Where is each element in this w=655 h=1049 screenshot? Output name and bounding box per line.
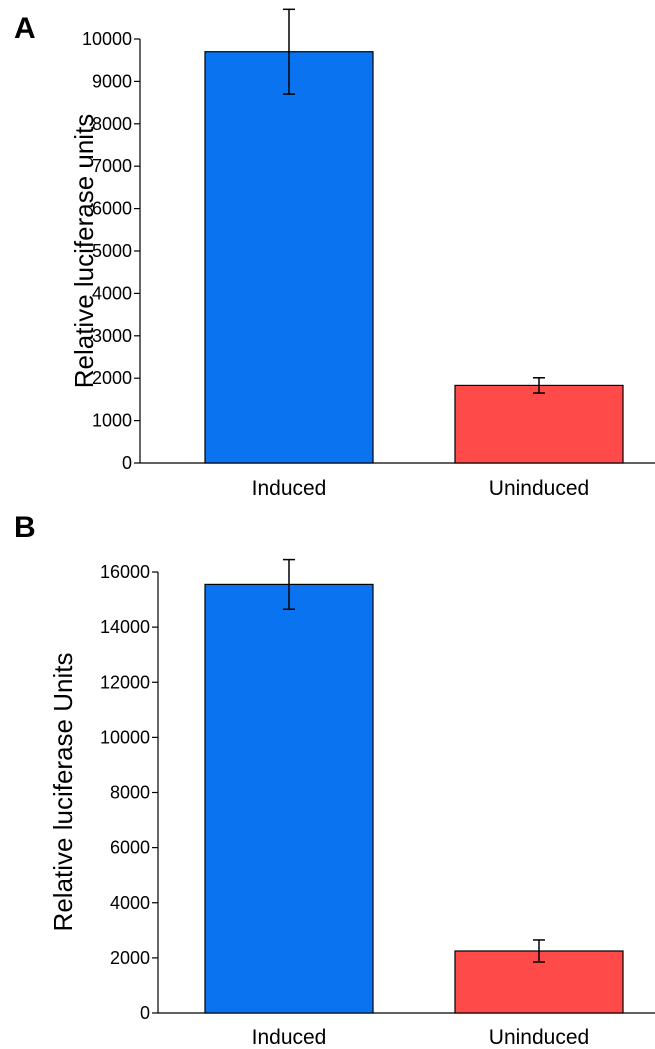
y-tick-label: 6000 (110, 838, 150, 858)
y-tick-label: 10000 (100, 727, 150, 747)
y-tick-label: 1000 (92, 411, 132, 431)
y-tick-label: 14000 (100, 617, 150, 637)
y-tick-label: 2000 (110, 948, 150, 968)
y-tick-label: 7000 (92, 156, 132, 176)
x-category-label: Uninduced (489, 1026, 589, 1049)
panel-letter: B (14, 511, 36, 544)
y-tick-label: 10000 (82, 29, 132, 49)
y-tick-label: 16000 (100, 562, 150, 582)
x-category-label: Uninduced (489, 477, 589, 500)
y-tick-label: 4000 (92, 283, 132, 303)
y-axis-label: Relative luciferase Units (48, 653, 78, 932)
y-tick-label: 12000 (100, 672, 150, 692)
y-tick-label: 8000 (110, 783, 150, 803)
bar-induced (204, 583, 374, 1014)
y-tick-label: 8000 (92, 114, 132, 134)
panel-b: B Relative luciferase Units 0 2000 4000 6000 8… (14, 511, 655, 1049)
panel-a: A Relative luciferase units 0 1000 2000 3000 4… (14, 8, 655, 500)
y-tick-label: 0 (122, 453, 132, 473)
y-tick-label: 0 (140, 1003, 150, 1023)
y-tick-label: 5000 (92, 241, 132, 261)
y-tick-label: 9000 (92, 71, 132, 91)
y-axis-label: Relative luciferase units (69, 114, 99, 389)
panel-letter: A (14, 12, 36, 45)
bar-induced (204, 51, 374, 464)
bar-uninduced (454, 384, 624, 464)
y-tick-label: 3000 (92, 326, 132, 346)
x-category-label: Induced (252, 1026, 327, 1049)
y-tick-label: 4000 (110, 893, 150, 913)
x-category-label: Induced (252, 477, 327, 500)
y-tick-label: 6000 (92, 199, 132, 219)
y-tick-label: 2000 (92, 368, 132, 388)
